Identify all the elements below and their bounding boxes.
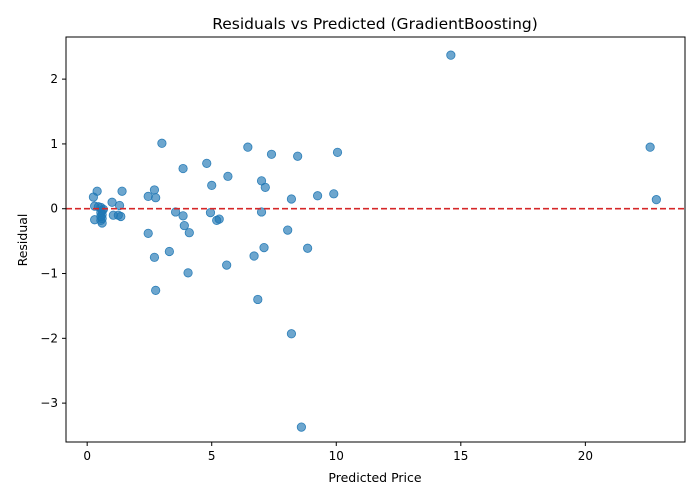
x-tick-label-4: 20 — [578, 449, 593, 463]
data-point-36 — [90, 215, 100, 225]
y-axis: 2 1 0 −1 −2 −3 — [40, 72, 66, 410]
y-tick-label-2: 0 — [50, 202, 58, 216]
data-point-7 — [332, 147, 343, 157]
data-point-41 — [178, 211, 188, 221]
data-point-24 — [114, 200, 125, 211]
y-tick-label-1: 1 — [50, 137, 58, 151]
data-point-57 — [151, 285, 161, 295]
data-point-35 — [97, 218, 107, 228]
data-point-51 — [303, 243, 313, 253]
data-point-46 — [179, 220, 189, 231]
data-point-3 — [157, 138, 167, 148]
data-point-42 — [205, 208, 216, 218]
data-point-54 — [149, 252, 160, 262]
plot-area — [66, 50, 685, 432]
x-axis: 0 5 10 15 20 — [83, 442, 593, 463]
data-point-14 — [286, 194, 297, 204]
x-tick-label-2: 10 — [329, 449, 344, 463]
axes-frame — [65, 36, 686, 443]
data-point-23 — [107, 197, 117, 207]
data-point-8 — [178, 163, 188, 174]
data-point-40 — [171, 207, 181, 217]
data-point-45 — [214, 214, 224, 224]
data-point-56 — [183, 268, 193, 278]
data-point-21 — [151, 193, 161, 203]
data-point-9 — [202, 158, 212, 168]
data-point-60 — [296, 422, 306, 432]
data-point-13 — [207, 180, 217, 190]
y-tick-label-0: 2 — [50, 72, 58, 86]
data-point-43 — [256, 207, 267, 217]
data-point-6 — [293, 151, 303, 161]
y-tick-label-3: −1 — [40, 267, 58, 281]
data-point-55 — [222, 260, 232, 270]
data-point-0 — [446, 50, 456, 60]
x-tick-label-1: 5 — [208, 449, 216, 463]
data-point-48 — [143, 228, 153, 238]
data-point-19 — [149, 185, 160, 195]
data-point-53 — [249, 251, 259, 261]
data-point-39 — [116, 211, 126, 222]
data-point-58 — [253, 294, 263, 305]
data-point-2 — [651, 195, 661, 205]
data-point-10 — [223, 171, 233, 181]
data-point-22 — [88, 192, 99, 202]
data-point-47 — [184, 228, 194, 238]
data-point-5 — [266, 149, 277, 159]
data-point-50 — [259, 243, 269, 253]
x-tick-label-3: 15 — [453, 449, 468, 463]
data-point-18 — [117, 186, 127, 196]
data-point-59 — [286, 329, 297, 339]
data-point-16 — [329, 189, 339, 199]
data-point-15 — [312, 191, 323, 201]
x-axis-label: Predicted Price — [328, 470, 421, 485]
data-point-20 — [143, 191, 153, 202]
y-axis-label: Residual — [15, 214, 30, 267]
y-tick-label-5: −3 — [40, 396, 58, 410]
data-point-12 — [260, 182, 270, 192]
data-point-4 — [243, 142, 253, 152]
x-tick-label-0: 0 — [83, 449, 91, 463]
y-tick-label-4: −2 — [40, 331, 58, 345]
chart-title: Residuals vs Predicted (GradientBoosting… — [212, 15, 538, 33]
data-point-49 — [283, 225, 293, 235]
data-point-1 — [645, 142, 655, 152]
data-point-52 — [164, 246, 174, 257]
